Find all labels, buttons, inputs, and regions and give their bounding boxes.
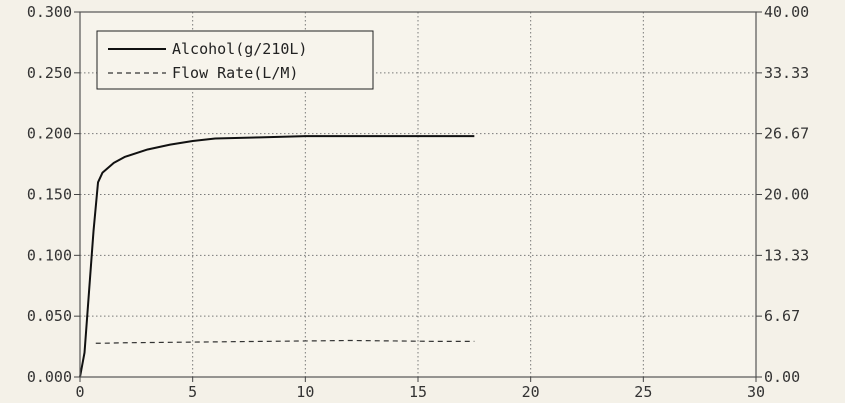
legend-label-flow-rate: Flow Rate(L/M) [172, 64, 298, 82]
y-tick-label: 0.150 [27, 186, 72, 204]
y2-tick-label: 13.33 [764, 246, 809, 264]
x-tick-label: 25 [634, 383, 652, 401]
y-tick-label: 0.000 [27, 368, 72, 386]
y-tick-label: 0.200 [27, 125, 72, 143]
series-layer [79, 135, 475, 378]
y2-tick-label: 40.00 [764, 3, 809, 21]
x-tick-label: 5 [188, 383, 197, 401]
y2-tick-label: 0.00 [764, 368, 800, 386]
y2-tick-label: 33.33 [764, 64, 809, 82]
y-tick-label: 0.300 [27, 3, 72, 21]
y-tick-label: 0.250 [27, 64, 72, 82]
series-line-flow-rate [95, 339, 475, 344]
y2-tick-label: 26.67 [764, 125, 809, 143]
legend-label-alcohol: Alcohol(g/210L) [172, 40, 307, 58]
axes: 0 5 10 15 20 25 30 0.000 0.050 0.100 0.150 0.200 0.2… [27, 3, 809, 401]
x-tick-label: 10 [296, 383, 314, 401]
x-tick-label: 0 [75, 383, 84, 401]
y2-tick-label: 20.00 [764, 186, 809, 204]
x-tick-label: 30 [747, 383, 765, 401]
series-line-alcohol [79, 135, 475, 378]
y2-tick-label: 6.67 [764, 307, 800, 325]
y-tick-label: 0.050 [27, 307, 72, 325]
y-tick-label: 0.100 [27, 246, 72, 264]
legend-box [96, 30, 374, 90]
x-tick-label: 15 [409, 383, 427, 401]
legend: Alcohol(g/210L) Flow Rate(L/M) [96, 30, 374, 90]
x-tick-label: 20 [522, 383, 540, 401]
